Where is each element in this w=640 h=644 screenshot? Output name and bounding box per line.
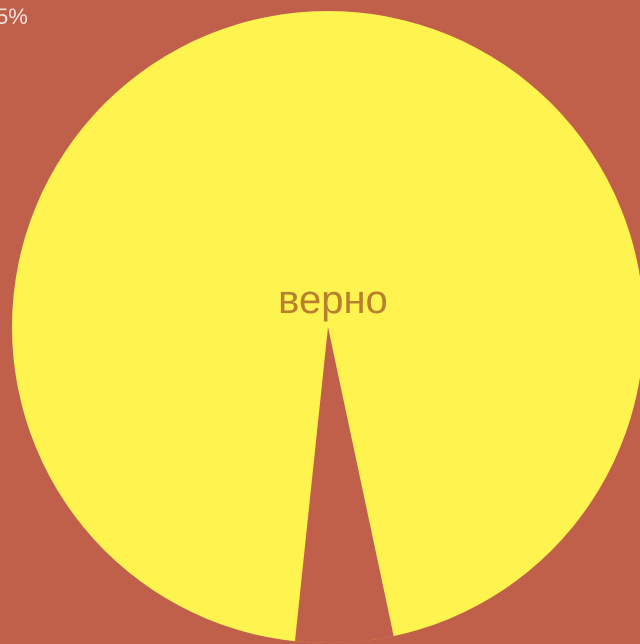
- pie-labels: верно 5%: [0, 4, 388, 322]
- minor-slice-percent-label: 5%: [0, 4, 28, 29]
- pie-slice-minor: [294, 327, 394, 643]
- pie-slices: [12, 11, 640, 643]
- main-slice-label: верно: [278, 278, 388, 322]
- pie-slice-verno: [12, 11, 640, 643]
